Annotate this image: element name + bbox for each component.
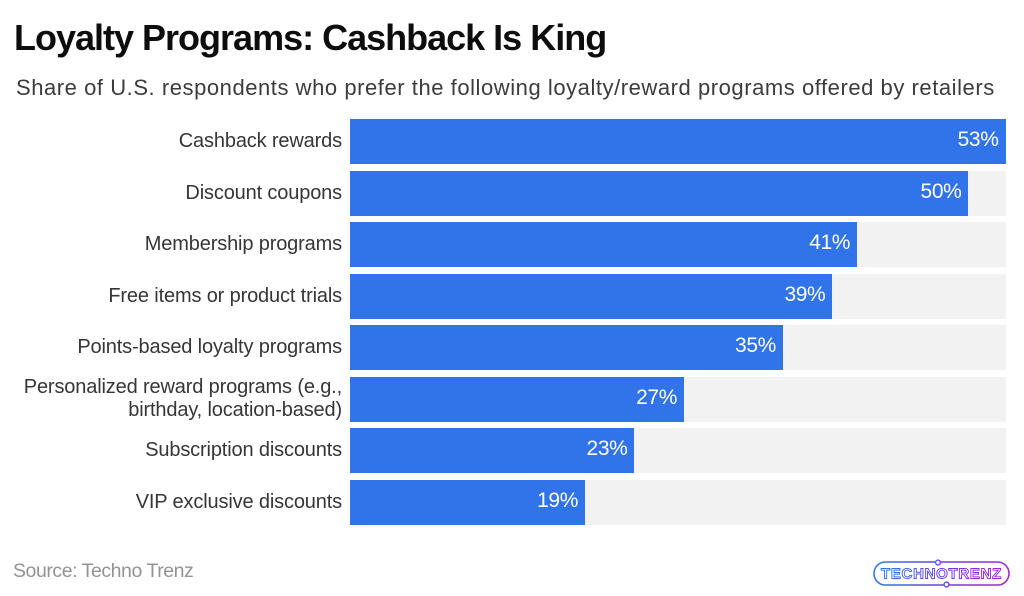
svg-text:TECHNOTRENZ: TECHNOTRENZ	[881, 566, 1002, 583]
